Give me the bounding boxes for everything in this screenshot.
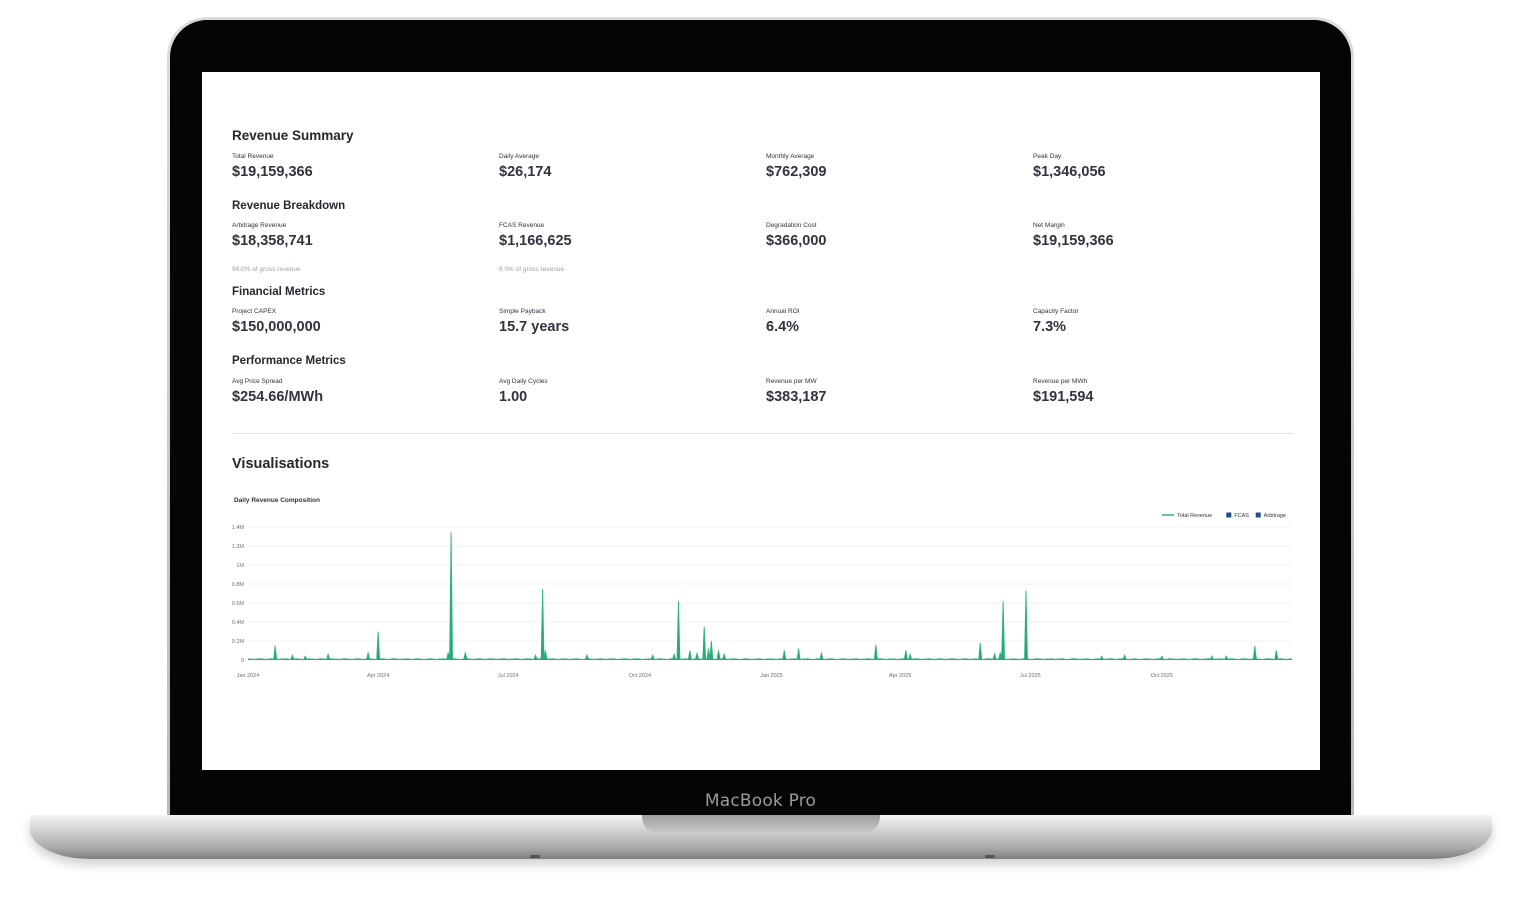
y-tick-label: 0.4M [232,620,244,626]
metric-arbitrage-revenue: Arbitrage Revenue $18,358,741 94.0% of g… [232,222,482,273]
y-tick-label: 0.2M [232,639,244,645]
metric-label: Avg Price Spread [232,378,283,385]
laptop-foot [985,855,995,858]
y-tick-label: 0.6M [232,601,244,607]
device-brand-label: MacBook Pro [704,791,817,811]
visualisations-title: Visualisations [232,456,330,472]
metric-label: Monthly Average [766,153,815,160]
laptop-base [30,815,1492,859]
metric-value: $26,174 [499,164,552,180]
metric-label: Total Revenue [232,153,274,160]
metric-value: 15.7 years [499,319,570,335]
metric-label: Simple Payback [499,308,546,315]
metric-total-revenue: Total Revenue $19,159,366 [232,153,482,180]
metric-label: Peak Day [1033,153,1062,160]
section-divider [232,433,1294,434]
chart-grid [248,526,1292,661]
legend-square-swatch [1255,512,1261,518]
daily-revenue-chart[interactable]: Daily Revenue Composition 00.2M0.4M0.6M0… [232,490,1294,690]
x-tick-label: Oct 2025 [1151,673,1173,679]
metric-capacity-factor: Capacity Factor 7.3% [1033,308,1283,335]
legend-label: FCAS [1234,513,1249,519]
legend-item[interactable]: Total Revenue [1162,513,1212,519]
x-tick-label: Jan 2024 [237,673,260,679]
legend-item[interactable]: Arbitrage [1255,512,1286,520]
metric-annual-roi: Annual ROI 6.4% [766,308,1016,335]
revenue-breakdown-title: Revenue Breakdown [232,200,346,212]
y-tick-label: 1.4M [232,525,244,531]
y-tick-label: 1M [236,563,244,569]
legend-square-swatch [1226,512,1232,518]
metric-value: 1.00 [499,389,528,405]
metric-value: $19,159,366 [232,164,313,180]
laptop-notch [642,815,880,833]
metric-value: $254.66/MWh [232,389,324,405]
metric-value: $191,594 [1033,389,1094,405]
metric-net-margin: Net Margin $19,159,366 [1033,222,1283,249]
performance-metrics-title: Performance Metrics [232,355,346,367]
metric-daily-average: Daily Average $26,174 [499,153,749,180]
metric-label: Capacity Factor [1033,308,1079,315]
metric-monthly-average: Monthly Average $762,309 [766,153,1016,180]
y-tick-label: 0.8M [232,582,244,588]
metric-value: $18,358,741 [232,233,313,249]
metric-value: $150,000,000 [232,319,321,335]
app-screen: Revenue Summary Total Revenue $19,159,36… [202,72,1320,770]
metric-delta: 6.0% of gross revenue [499,266,565,273]
x-tick-label: Apr 2024 [367,673,389,679]
chart-title: Daily Revenue Composition [234,497,320,504]
x-axis-labels: Jan 2024 Apr 2024 Jul 2024 Oct 2024 Jan 2025… [237,673,1173,679]
metric-label: Revenue per MW [766,378,817,385]
revenue-summary-title: Revenue Summary [232,128,354,143]
y-axis-labels: 0 0.2M 0.4M 0.6M 0.8M 1M 1.2M 1.4M [232,525,244,664]
metric-value: $1,346,056 [1033,164,1106,180]
metric-value: 6.4% [766,319,800,335]
x-tick-label: Oct 2024 [629,673,651,679]
metric-label: Avg Daily Cycles [499,378,548,385]
laptop-foot [530,855,540,858]
metric-label: Project CAPEX [232,308,277,315]
metric-peak-day: Peak Day $1,346,056 [1033,153,1283,180]
total-revenue-line [247,532,1293,661]
x-tick-label: Jul 2024 [498,673,519,679]
x-tick-label: Apr 2025 [889,673,911,679]
metric-value: $19,159,366 [1033,233,1114,249]
metric-label: FCAS Revenue [499,222,545,229]
legend-label: Total Revenue [1177,513,1212,519]
metric-label: Annual ROI [766,308,800,315]
y-tick-label: 1.2M [232,544,244,550]
x-tick-label: Jan 2025 [760,673,783,679]
financial-metrics-title: Financial Metrics [232,286,326,298]
metric-simple-payback: Simple Payback 15.7 years [499,308,749,335]
legend-label: Arbitrage [1264,513,1286,519]
metric-label: Daily Average [499,153,539,160]
metric-label: Arbitrage Revenue [232,222,287,229]
metric-label: Net Margin [1033,222,1065,229]
metric-revenue-per-mwh: Revenue per MWh $191,594 [1033,378,1283,405]
metric-value: $383,187 [766,389,827,405]
chart-series [247,532,1293,661]
x-tick-label: Jul 2025 [1020,673,1041,679]
metric-value: 7.3% [1033,319,1067,335]
y-tick-label: 0 [241,658,244,664]
metric-value: $762,309 [766,164,827,180]
chart-legend[interactable]: Total Revenue FCAS Arbitrage [1162,512,1286,520]
metric-value: $366,000 [766,233,827,249]
metric-label: Degradation Cost [766,222,817,229]
metric-value: $1,166,625 [499,233,572,249]
metric-avg-daily-cycles: Avg Daily Cycles 1.00 [499,378,749,405]
metric-degradation-cost: Degradation Cost $366,000 [766,222,1016,249]
metric-revenue-per-mw: Revenue per MW $383,187 [766,378,1016,405]
metric-delta: 94.0% of gross revenue [232,266,301,273]
metric-fcas-revenue: FCAS Revenue $1,166,625 6.0% of gross re… [499,222,749,273]
metric-avg-price-spread: Avg Price Spread $254.66/MWh [232,378,482,405]
metric-label: Revenue per MWh [1033,378,1088,385]
metric-project-capex: Project CAPEX $150,000,000 [232,308,482,335]
legend-item[interactable]: FCAS [1226,512,1249,520]
